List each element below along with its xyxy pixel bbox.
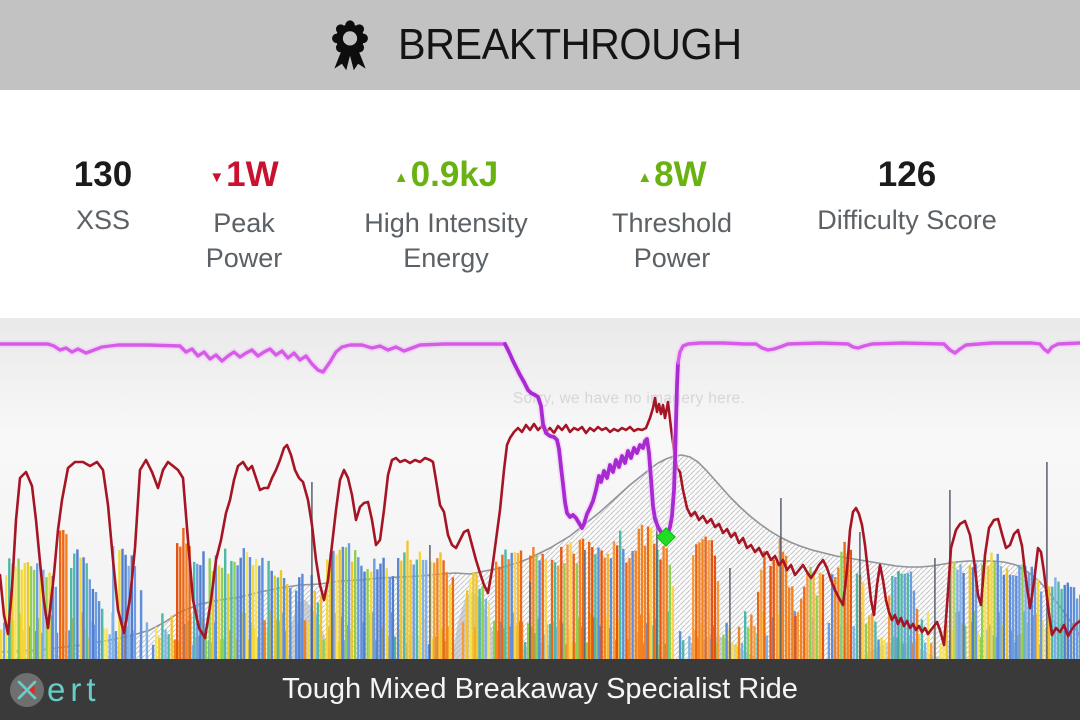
spike (584, 550, 586, 659)
stat-peak-power: ▼1W Peak Power (206, 156, 283, 276)
map-no-imagery-watermark: Sorry, we have no imagery here. (513, 390, 745, 407)
stat-value: ▼1W (206, 156, 283, 197)
stat-value: 130 (73, 155, 133, 194)
spike (729, 568, 731, 659)
activity-chart-svg: Sorry, we have no imagery here. (0, 318, 1080, 659)
stat-label: Difficulty Score (817, 205, 997, 235)
arrow-up-icon: ▲ (393, 169, 409, 186)
mpa-line-drop (503, 342, 680, 539)
mpa-line-post (676, 341, 1080, 365)
spike (780, 498, 782, 659)
spike (331, 552, 333, 659)
spike (529, 582, 531, 659)
spike (429, 545, 431, 659)
stat-value: ▲8W (612, 156, 732, 197)
stat-label: Peak Power (205, 208, 283, 273)
mpa-line-pre (0, 342, 507, 374)
stat-value: 126 (877, 155, 937, 194)
xert-logo: ert (10, 659, 101, 720)
stats-row: 130 XSS ▼1W Peak Power ▲0.9kJ High Intensity En… (0, 90, 1080, 318)
header-bar: BREAKTHROUGH (0, 0, 1080, 90)
stat-threshold-power: ▲8W Threshold Power (612, 156, 732, 276)
stat-high-intensity-energy: ▲0.9kJ High Intensity Energy (364, 156, 528, 276)
spike (1046, 462, 1048, 659)
xert-logo-text: ert (47, 671, 101, 708)
elevation-line (0, 454, 1080, 653)
ride-title: Tough Mixed Breakaway Specialist Ride (282, 673, 798, 705)
stat-label: High Intensity Energy (364, 208, 528, 273)
power-zone-bars (0, 462, 1080, 659)
activity-chart: Sorry, we have no imagery here. (0, 318, 1080, 659)
stat-label: XSS (75, 205, 131, 235)
arrow-up-icon: ▲ (637, 169, 653, 186)
spike (311, 482, 313, 659)
stat-value: ▲0.9kJ (364, 156, 528, 197)
spike (656, 518, 658, 659)
power-line (0, 396, 1080, 647)
breakthrough-marker (656, 527, 676, 547)
stat-difficulty-score: 126 Difficulty Score (817, 156, 997, 238)
medal-icon (331, 20, 368, 71)
xert-logo-icon (10, 672, 44, 707)
page-title: BREAKTHROUGH (397, 20, 742, 69)
spike (934, 558, 936, 659)
arrow-down-icon: ▼ (209, 169, 225, 186)
spike (859, 532, 861, 659)
footer-bar: ert Tough Mixed Breakaway Specialist Rid… (0, 659, 1080, 720)
stat-xss: 130 XSS (74, 156, 132, 238)
stat-label: Threshold Power (611, 208, 733, 273)
